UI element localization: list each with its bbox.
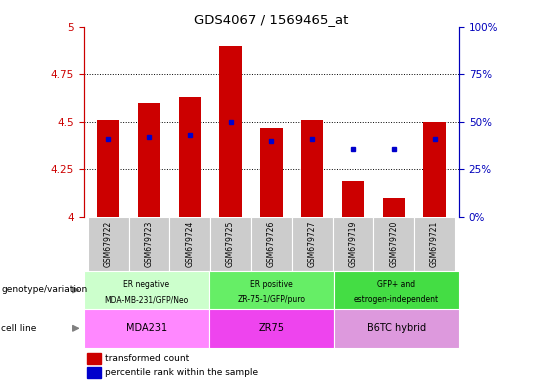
Bar <box>373 217 414 271</box>
Text: GSM679727: GSM679727 <box>308 221 316 267</box>
Bar <box>138 103 160 217</box>
Bar <box>210 217 251 271</box>
Bar <box>292 217 333 271</box>
Text: GSM679726: GSM679726 <box>267 221 276 267</box>
Bar <box>179 97 201 217</box>
Bar <box>334 271 459 309</box>
Text: transformed count: transformed count <box>105 354 190 363</box>
Bar <box>87 367 100 378</box>
Text: MDA231: MDA231 <box>126 323 167 333</box>
Text: MDA-MB-231/GFP/Neo: MDA-MB-231/GFP/Neo <box>104 295 188 304</box>
Bar <box>414 217 455 271</box>
Bar <box>423 122 446 217</box>
Bar <box>84 309 209 348</box>
Text: ZR75: ZR75 <box>258 323 285 333</box>
Text: ER positive: ER positive <box>250 280 293 289</box>
Text: GSM679725: GSM679725 <box>226 221 235 267</box>
Bar <box>88 217 129 271</box>
Text: GSM679722: GSM679722 <box>104 221 113 267</box>
Text: GSM679721: GSM679721 <box>430 221 439 267</box>
Bar <box>97 120 119 217</box>
Bar <box>87 353 100 364</box>
Text: GSM679719: GSM679719 <box>348 221 357 267</box>
Bar <box>84 271 209 309</box>
Text: ZR-75-1/GFP/puro: ZR-75-1/GFP/puro <box>238 295 305 304</box>
Title: GDS4067 / 1569465_at: GDS4067 / 1569465_at <box>194 13 348 26</box>
Text: GSM679723: GSM679723 <box>145 221 153 267</box>
Bar <box>170 217 210 271</box>
Bar <box>342 181 364 217</box>
Text: percentile rank within the sample: percentile rank within the sample <box>105 367 259 377</box>
Text: GSM679724: GSM679724 <box>185 221 194 267</box>
Bar <box>129 217 170 271</box>
Bar <box>209 309 334 348</box>
Text: estrogen-independent: estrogen-independent <box>354 295 439 304</box>
Bar <box>301 120 323 217</box>
Bar <box>334 309 459 348</box>
Text: ER negative: ER negative <box>123 280 170 289</box>
Bar <box>251 217 292 271</box>
Bar <box>209 271 334 309</box>
Text: GSM679720: GSM679720 <box>389 221 398 267</box>
Text: cell line: cell line <box>1 324 37 333</box>
Bar <box>260 127 282 217</box>
Text: GFP+ and: GFP+ and <box>377 280 415 289</box>
Bar <box>382 198 405 217</box>
Text: genotype/variation: genotype/variation <box>1 285 87 295</box>
Bar <box>219 46 242 217</box>
Bar <box>333 217 373 271</box>
Text: B6TC hybrid: B6TC hybrid <box>367 323 426 333</box>
